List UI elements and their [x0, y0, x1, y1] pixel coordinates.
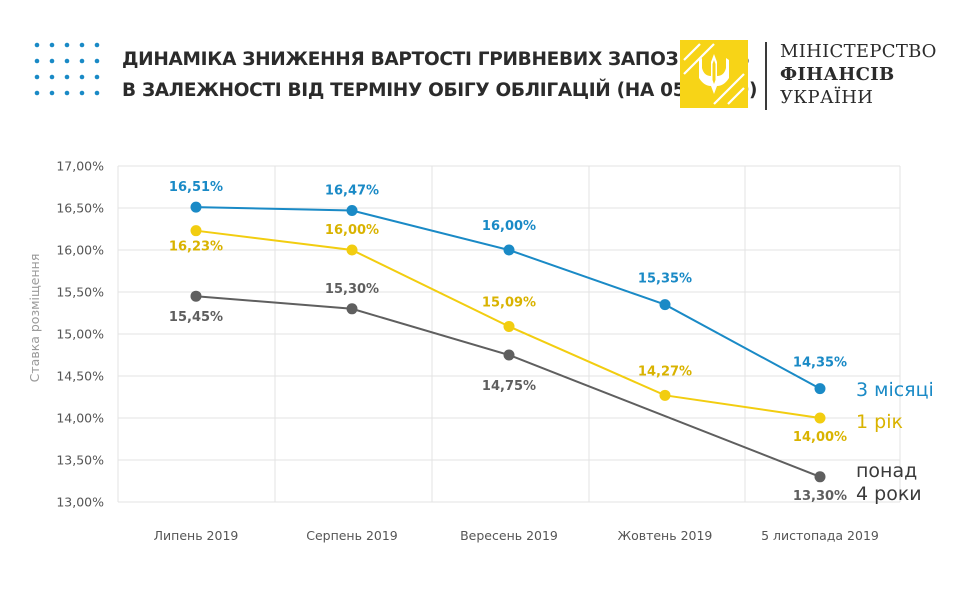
data-label: 14,35%: [793, 356, 847, 371]
data-label: 16,00%: [482, 219, 536, 234]
y-axis-label: Ставка розміщення: [27, 254, 42, 383]
data-label: 16,23%: [169, 240, 223, 255]
data-label: 16,47%: [325, 184, 379, 199]
x-tick-label: 5 листопада 2019: [761, 528, 879, 543]
legend-over-4-years-line-2: 4 роки: [856, 483, 922, 505]
data-point: [190, 225, 202, 237]
logo-separator: [765, 42, 767, 110]
data-label: 15,45%: [169, 310, 223, 325]
data-point: [190, 201, 202, 213]
y-tick-label: 15,00%: [56, 327, 104, 342]
data-label: 15,30%: [325, 282, 379, 297]
decorative-dot-grid: [34, 42, 100, 96]
y-tick-label: 14,00%: [56, 411, 104, 426]
data-point: [503, 349, 515, 361]
legend-1-year: 1 рік: [856, 411, 903, 433]
data-point: [659, 299, 671, 311]
ministry-line-1: МІНІСТЕРСТВО: [780, 41, 937, 62]
x-tick-label: Липень 2019: [154, 528, 239, 543]
y-tick-label: 14,50%: [56, 369, 104, 384]
ministry-line-3: УКРАЇНИ: [780, 87, 874, 108]
x-tick-label: Вересень 2019: [460, 528, 558, 543]
y-tick-label: 17,00%: [56, 159, 104, 174]
x-tick-label: Жовтень 2019: [618, 528, 713, 543]
title-line-2: В ЗАЛЕЖНОСТІ ВІД ТЕРМІНУ ОБІГУ ОБЛІГАЦІЙ…: [122, 80, 758, 101]
trident-icon: [680, 40, 748, 108]
data-point: [814, 412, 826, 424]
data-label: 15,35%: [638, 272, 692, 287]
x-tick-label: Серпень 2019: [306, 528, 398, 543]
data-point: [346, 303, 358, 315]
data-label: 14,75%: [482, 379, 536, 394]
y-tick-label: 15,50%: [56, 285, 104, 300]
title-line-1: ДИНАМІКА ЗНИЖЕННЯ ВАРТОСТІ ГРИВНЕВИХ ЗАП…: [122, 49, 750, 70]
data-label: 15,09%: [482, 295, 536, 310]
y-tick-label: 13,50%: [56, 453, 104, 468]
legend-over-4-years-line-1: понад: [856, 460, 917, 482]
data-label: 14,27%: [638, 364, 692, 379]
data-label: 14,00%: [793, 430, 847, 445]
data-label: 13,30%: [793, 489, 847, 504]
data-point: [346, 205, 358, 217]
y-tick-label: 13,00%: [56, 495, 104, 510]
chart-title: ДИНАМІКА ЗНИЖЕННЯ ВАРТОСТІ ГРИВНЕВИХ ЗАП…: [122, 44, 758, 106]
y-tick-label: 16,00%: [56, 243, 104, 258]
data-point: [346, 244, 358, 256]
data-point: [814, 471, 826, 483]
ministry-name: МІНІСТЕРСТВО ФІНАНСІВ УКРАЇНИ: [780, 40, 937, 109]
data-label: 16,51%: [169, 180, 223, 195]
data-label: 16,00%: [325, 223, 379, 238]
y-tick-label: 16,50%: [56, 201, 104, 216]
data-point: [659, 389, 671, 401]
data-point: [190, 290, 202, 302]
ministry-line-2: ФІНАНСІВ: [780, 64, 895, 85]
data-point: [503, 320, 515, 332]
data-point: [814, 383, 826, 395]
legend-3-months: 3 місяці: [856, 379, 934, 401]
series-line: [195, 295, 821, 478]
data-point: [503, 244, 515, 256]
